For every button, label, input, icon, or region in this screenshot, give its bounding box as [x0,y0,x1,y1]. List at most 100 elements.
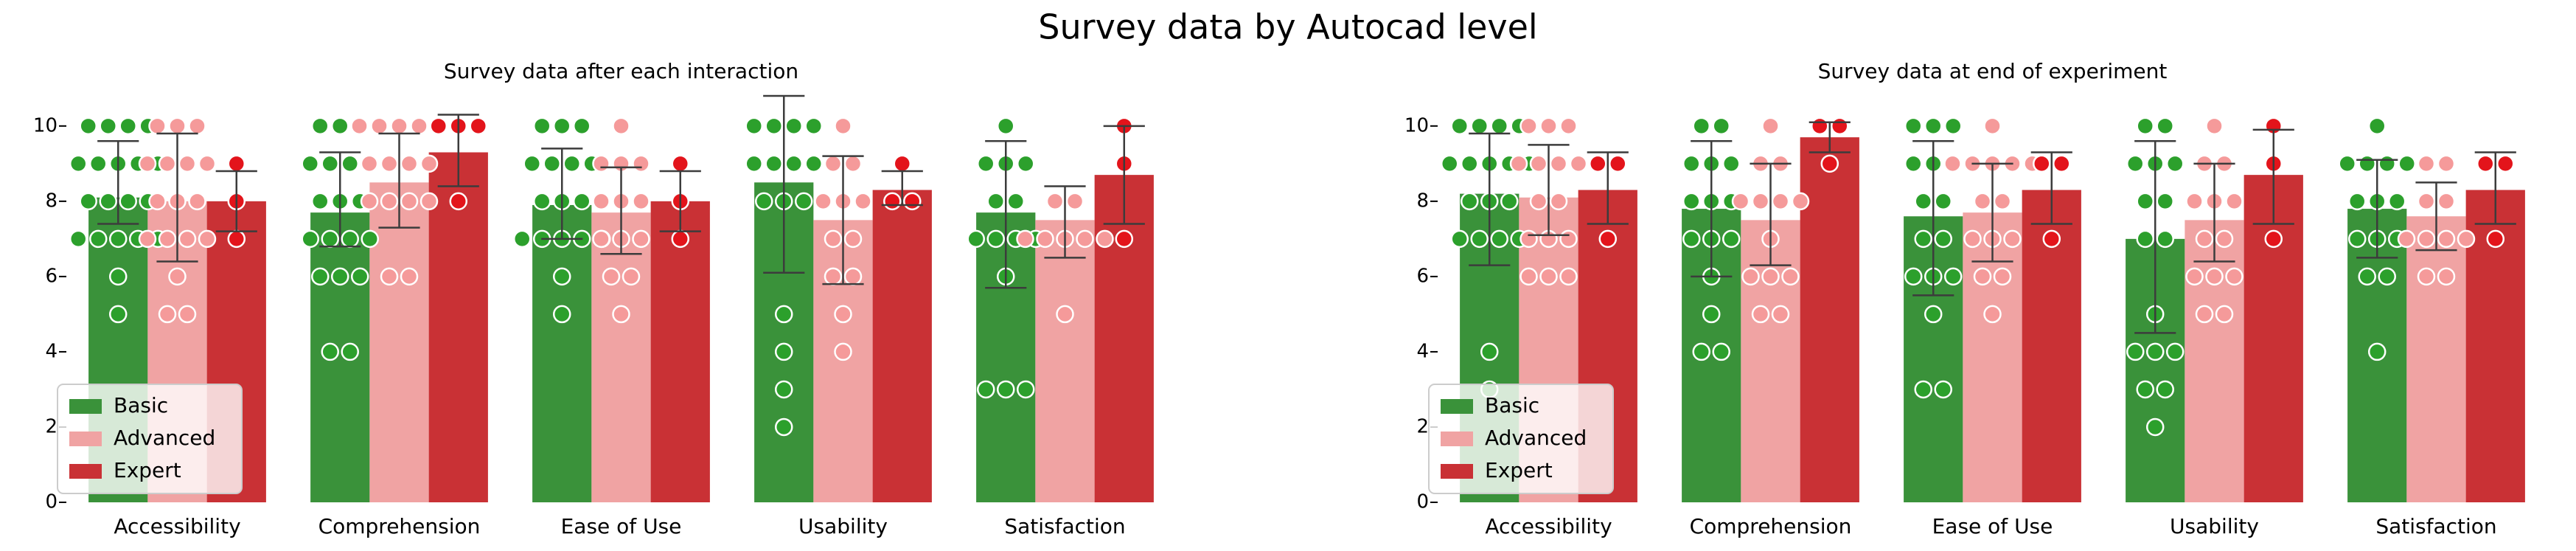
data-point [330,117,349,136]
data-point [883,192,902,211]
data-point [2347,229,2367,249]
bar [591,212,651,502]
data-point [976,154,995,173]
data-point [1983,117,2002,136]
data-point [1751,305,1770,324]
data-point [88,154,108,173]
data-point [572,117,591,136]
data-point [1016,380,1035,399]
x-tick-label: Comprehension [1690,514,1852,538]
x-tick-label: Accessibility [1485,514,1612,538]
data-point [2347,192,2367,211]
data-point [301,229,319,249]
data-point [341,342,359,361]
data-point [1016,154,1035,173]
data-point [1973,192,1992,211]
data-point [543,154,561,173]
figure-title: Survey data by Autocad level [1038,7,1537,47]
y-tick-label: 0 [1416,491,1429,513]
bar [2243,175,2303,502]
data-point [119,192,137,211]
data-point [784,117,803,136]
data-point [2145,342,2165,361]
data-point [1943,267,1963,286]
data-point [2378,154,2396,173]
data-point [301,154,319,173]
data-point [1761,117,1780,136]
x-tick-label: Usability [798,514,888,538]
data-point [572,192,591,211]
data-point [1559,117,1578,136]
data-point [893,154,912,173]
data-point [2126,154,2145,173]
data-point [138,229,157,249]
data-point [1993,192,2012,211]
data-point [178,154,197,173]
data-point [804,117,823,136]
data-point [774,305,793,324]
data-point [1722,229,1741,249]
data-point [420,192,439,211]
legend-swatch [1441,399,1473,414]
data-point [2437,154,2456,173]
data-point [824,267,843,286]
data-point [99,117,117,136]
data-point [361,229,379,249]
data-point [1569,154,1588,173]
data-point [148,192,167,211]
data-point [2195,229,2214,249]
data-point [188,192,206,211]
data-point [2378,267,2396,286]
data-point [79,117,97,136]
data-point [854,192,872,211]
data-point [429,117,448,136]
subplot-title: Survey data after each interaction [444,59,798,83]
data-point [158,305,177,324]
data-point [1520,117,1538,136]
data-point [1712,342,1730,361]
data-point [632,229,650,249]
data-point [88,229,108,249]
data-point [1096,229,1114,249]
data-point [321,154,339,173]
subplot: Survey data after each interaction 0 2 4 6 8 1… [33,59,1154,538]
data-point [2496,154,2515,173]
data-point [1480,342,1499,361]
data-point [1934,192,1952,211]
data-point [592,229,610,249]
data-point [2367,117,2387,136]
data-point [1820,154,1839,173]
data-point [834,342,852,361]
data-point [1924,117,1943,136]
data-point [1943,154,1962,173]
data-point [996,117,1015,136]
data-point [400,154,419,173]
data-point [390,117,408,136]
data-point [420,154,439,173]
data-point [1914,380,1932,399]
data-point [178,229,197,249]
data-point [774,417,793,437]
data-point [1934,380,1952,399]
data-point [986,229,1005,249]
data-point [2136,117,2154,136]
data-point [592,154,610,173]
bar [532,204,592,502]
y-tick-label: 4 [45,340,58,362]
data-point [1983,305,2002,324]
legend-label: Advanced [114,426,215,450]
bar [369,182,429,502]
data-point [2437,267,2456,286]
data-point [2205,267,2224,286]
data-point [2417,192,2436,211]
data-point [1598,229,1618,249]
data-point [188,117,206,136]
data-point [148,117,167,136]
data-point [552,267,571,286]
data-point [79,192,97,211]
data-point [310,267,330,286]
data-point [350,267,369,286]
data-point [1559,229,1578,249]
data-point [1924,305,1943,324]
data-point [1076,229,1094,249]
